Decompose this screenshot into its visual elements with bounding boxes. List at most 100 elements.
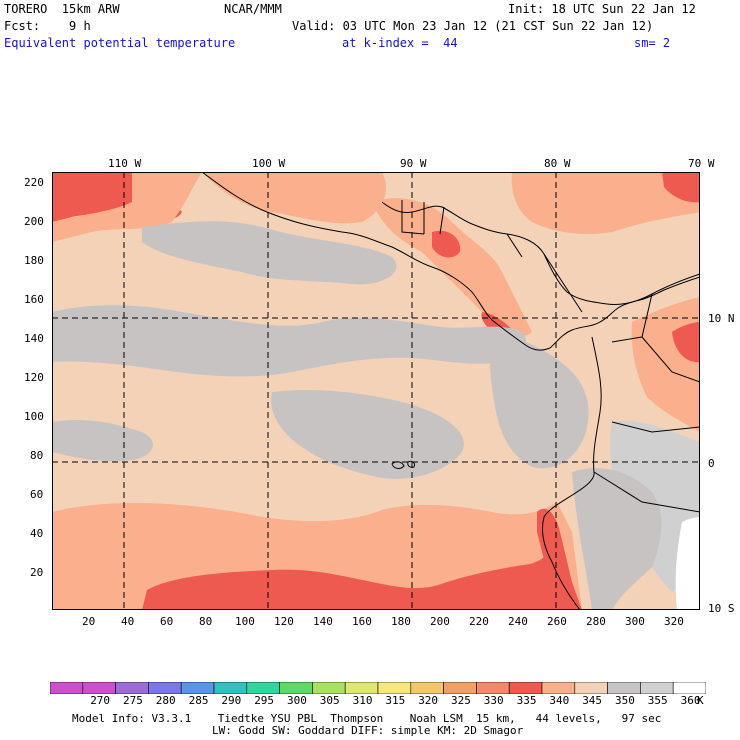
lat-label-10n: 10 N — [708, 312, 735, 325]
init-time: Init: 18 UTC Sun 22 Jan 12 — [508, 2, 696, 16]
colorbar-swatch — [115, 682, 149, 694]
contour-330-honduras — [432, 230, 461, 258]
physics-info: LW: Godd SW: Goddard DIFF: simple KM: 2D… — [212, 724, 524, 737]
contour-335-mexico — [202, 172, 386, 224]
colorbar-label: 320 — [418, 694, 439, 707]
map-frame — [52, 172, 700, 610]
y-tick-20: 20 — [30, 566, 44, 579]
x-tick-240: 240 — [508, 615, 528, 628]
x-tick-260: 260 — [547, 615, 567, 628]
lat-label-10s: 10 S — [708, 602, 735, 615]
theta-e-map — [52, 172, 700, 610]
colorbar-swatch — [541, 682, 576, 694]
colorbar-label: 280 — [155, 694, 176, 707]
colorbar-swatch — [213, 682, 248, 694]
smoothing-label: sm= 2 — [634, 36, 671, 50]
contour-330-ne-corner — [662, 172, 700, 203]
colorbar-swatch — [574, 682, 608, 694]
colorbar-swatch — [443, 682, 477, 694]
forecast-hour: Fcst: 9 h — [4, 19, 91, 33]
contour-330-venezuela — [672, 322, 700, 363]
colorbar-swatch — [607, 682, 641, 694]
x-tick-100: 100 — [235, 615, 255, 628]
colorbar-swatch — [640, 682, 674, 694]
colorbar-swatch — [672, 682, 706, 694]
colorbar-label: 295 — [254, 694, 275, 707]
colorbar-label: 330 — [483, 694, 504, 707]
x-tick-120: 120 — [274, 615, 294, 628]
colorbar-unit: K — [697, 694, 704, 707]
model-info: Model Info: V3.3.1 Tiedtke YSU PBL Thomp… — [72, 712, 662, 725]
y-tick-100: 100 — [24, 410, 44, 423]
institution: NCAR/MMM — [224, 2, 282, 16]
x-tick-320: 320 — [664, 615, 684, 628]
x-tick-160: 160 — [352, 615, 372, 628]
colorbar-label: 270 — [90, 694, 111, 707]
y-tick-180: 180 — [24, 254, 44, 267]
colorbar-label: 360 — [680, 694, 701, 707]
y-tick-160: 160 — [24, 293, 44, 306]
x-tick-200: 200 — [430, 615, 450, 628]
contour-330-south — [142, 538, 577, 610]
x-tick-140: 140 — [313, 615, 333, 628]
lon-label-100w: 100 W — [252, 157, 286, 170]
colorbar-swatch — [148, 682, 182, 694]
model-name: TORERO 15km ARW — [4, 2, 120, 16]
colorbar-swatch — [377, 682, 412, 694]
valid-time: Valid: 03 UTC Mon 23 Jan 12 (21 CST Sun … — [292, 19, 654, 33]
lon-label-110w: 110 W — [108, 157, 142, 170]
contour-350-southamerica — [572, 468, 662, 610]
x-tick-280: 280 — [586, 615, 606, 628]
contour-350-middle — [271, 390, 464, 479]
colorbar-swatch — [50, 682, 84, 694]
x-tick-80: 80 — [199, 615, 213, 628]
x-tick-60: 60 — [160, 615, 174, 628]
contour-350-central — [52, 305, 526, 377]
y-tick-80: 80 — [30, 449, 44, 462]
colorbar-label: 325 — [451, 694, 471, 707]
lon-label-80w: 80 W — [544, 157, 571, 170]
y-tick-200: 200 — [24, 215, 44, 228]
lon-label-90w: 90 W — [400, 157, 427, 170]
colorbar-label: 315 — [385, 694, 406, 707]
colorbar-label: 345 — [582, 694, 603, 707]
colorbar-swatch — [82, 682, 116, 694]
lat-label-0: 0 — [708, 457, 715, 470]
x-tick-300: 300 — [625, 615, 645, 628]
colorbar-label: 290 — [221, 694, 242, 707]
x-tick-180: 180 — [391, 615, 411, 628]
y-tick-120: 120 — [24, 371, 44, 384]
colorbar-label: 300 — [287, 694, 307, 707]
colorbar-swatch — [344, 682, 379, 694]
colorbar-label: 275 — [123, 694, 143, 707]
border-lines — [401, 200, 700, 513]
y-tick-140: 140 — [24, 332, 44, 345]
contour-350-north — [142, 221, 397, 285]
contour-350-west — [52, 420, 153, 462]
colorbar-label: 285 — [188, 694, 209, 707]
contour-330-peru — [537, 508, 582, 610]
colorbar-label: 350 — [615, 694, 635, 707]
contour-360-se-corner — [675, 517, 700, 610]
x-tick-20: 20 — [82, 615, 96, 628]
coastline-caribbean — [381, 201, 700, 305]
colorbar-label: 310 — [352, 694, 373, 707]
colorbar-swatch — [312, 682, 346, 694]
lon-label-70w: 70 W — [688, 157, 715, 170]
contour-350-east — [489, 332, 589, 469]
colorbar-label: 340 — [549, 694, 570, 707]
colorbar-swatch — [410, 682, 444, 694]
colorbar — [50, 682, 706, 694]
y-tick-40: 40 — [30, 527, 44, 540]
x-tick-220: 220 — [469, 615, 489, 628]
level-label: at k-index = 44 — [342, 36, 458, 50]
coastline-southamerica — [541, 336, 602, 610]
contour-335-caribbean — [511, 172, 700, 234]
colorbar-label: 335 — [516, 694, 537, 707]
y-tick-220: 220 — [24, 176, 44, 189]
colorbar-swatch — [279, 682, 313, 694]
field-name: Equivalent potential temperature — [4, 36, 236, 50]
colorbar-swatch — [476, 682, 510, 694]
colorbar-swatch — [246, 682, 280, 694]
colorbar-swatch — [508, 682, 543, 694]
